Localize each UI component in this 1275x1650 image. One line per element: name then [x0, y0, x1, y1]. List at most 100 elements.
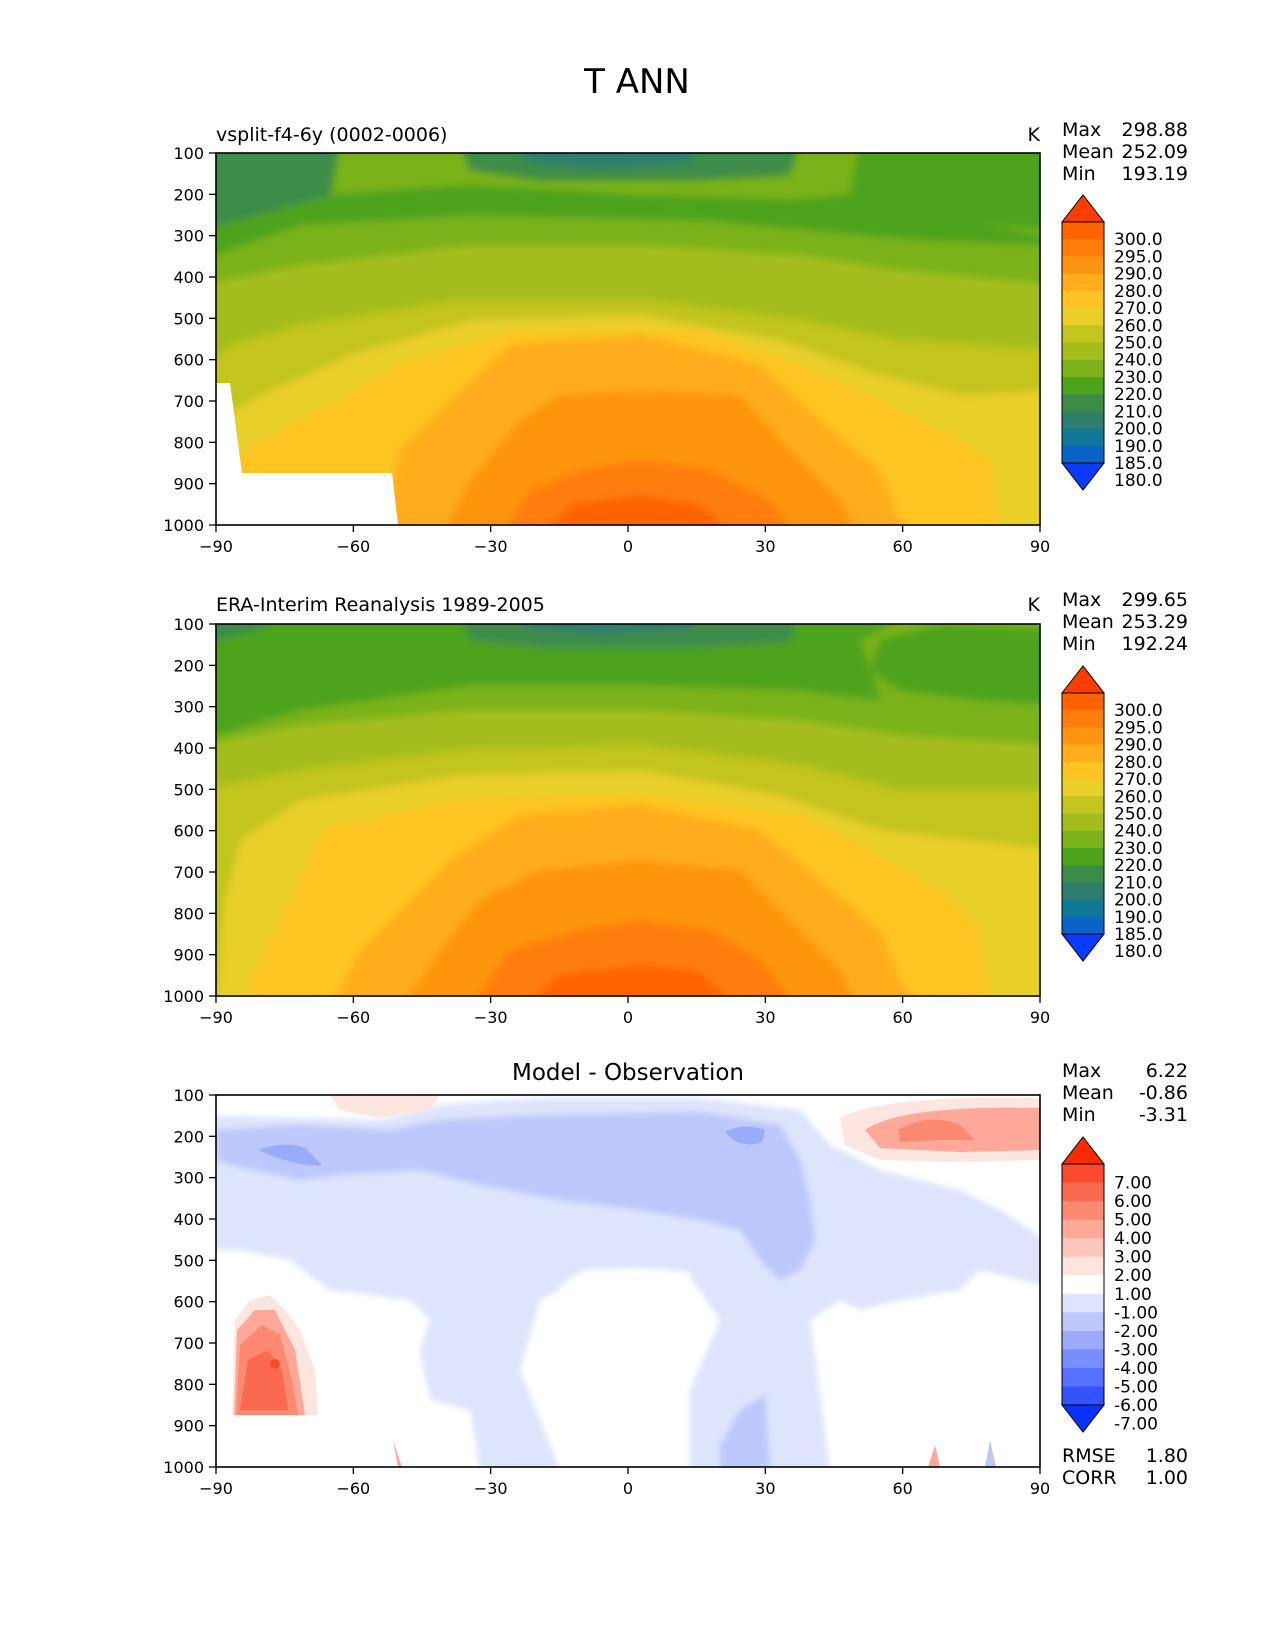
- colorbar-segment: [1062, 256, 1104, 275]
- colorbar-segment: [1062, 899, 1104, 918]
- colorbar-segment: [1062, 376, 1104, 395]
- colorbar-tick-label: 180.0: [1114, 942, 1163, 962]
- colorbar-tick-label: 260.0: [1114, 787, 1163, 807]
- x-tick-label: −60: [336, 1008, 370, 1027]
- contour-band-green: [216, 624, 1040, 736]
- colorbar-segment: [1062, 744, 1104, 763]
- contour-band-teal-top: [521, 153, 695, 168]
- colorbar-tick-label: 7.00: [1114, 1174, 1152, 1194]
- colorbar-tick-label: 230.0: [1114, 368, 1163, 388]
- colorbar-segment: [1062, 308, 1104, 326]
- colorbar-extend-max: [1060, 665, 1106, 694]
- contour-band-light-red: [330, 1095, 440, 1118]
- x-tick-label: 30: [755, 1008, 775, 1027]
- stat-value-mean: -0.86: [1139, 1082, 1188, 1104]
- panel-title: ERA-Interim Reanalysis 1989-2005: [216, 594, 545, 616]
- y-tick-label: 500: [173, 780, 204, 799]
- y-tick-label: 700: [173, 863, 204, 882]
- colorbar-segment: [1062, 779, 1104, 797]
- colorbar-segment: [1062, 1201, 1104, 1221]
- stat-value-max: 6.22: [1146, 1060, 1188, 1082]
- y-tick-label: 300: [173, 1169, 204, 1188]
- colorbar-tick-label: -7.00: [1114, 1415, 1158, 1435]
- contour-field: [216, 1095, 1040, 1467]
- colorbar-segment: [1062, 1330, 1104, 1350]
- x-tick-label: 0: [623, 1008, 633, 1027]
- colorbar-tick-label: 2.00: [1114, 1266, 1152, 1286]
- colorbar-tick-label: 180.0: [1114, 471, 1163, 491]
- y-tick-label: 900: [173, 946, 204, 965]
- x-axis: −90 −60 −30 0 30 60 90: [199, 996, 1050, 1027]
- contour-band-teal-top: [525, 624, 693, 634]
- contour-band-light-red: [928, 1445, 940, 1467]
- missing-data-mask: [216, 383, 398, 525]
- y-axis: 100 200 300 400 500 600 700 800 900 1000: [163, 615, 216, 1006]
- colorbar-extend-max: [1060, 194, 1106, 223]
- colorbar-segment: [1062, 359, 1104, 378]
- contour-band-red-orange: [479, 920, 789, 996]
- x-tick-label: 90: [1030, 1008, 1050, 1027]
- colorbar-extend-min: [1060, 933, 1106, 962]
- colorbar-segment: [1062, 847, 1104, 866]
- stat-value-max: 299.65: [1122, 589, 1188, 611]
- colorbar: 300.0295.0290.0280.0270.0260.0250.0240.0…: [1060, 194, 1163, 491]
- colorbar-segment: [1062, 1367, 1104, 1388]
- colorbar-tick-label: 270.0: [1114, 770, 1163, 790]
- colorbar-tick-label: -1.00: [1114, 1303, 1158, 1323]
- y-tick-label: 100: [173, 144, 204, 163]
- stat-value-max: 298.88: [1122, 119, 1188, 141]
- colorbar-segment: [1062, 428, 1104, 447]
- colorbar-tick-label: 240.0: [1114, 351, 1163, 371]
- contour-band-blue: [216, 1112, 815, 1280]
- colorbar-tick-label: 280.0: [1114, 753, 1163, 773]
- y-tick-label: 300: [173, 698, 204, 717]
- x-tick-label: −90: [199, 1479, 233, 1498]
- colorbar-tick-label: 3.00: [1114, 1248, 1152, 1268]
- x-tick-label: 60: [892, 537, 912, 556]
- colorbar-tick-label: 220.0: [1114, 385, 1163, 405]
- y-axis: 100 200 300 400 500 600 700 800 900 1000: [163, 1086, 216, 1477]
- contour-band-dark-green-top: [464, 624, 796, 648]
- colorbar-segment: [1062, 710, 1104, 729]
- x-tick-label: −90: [199, 1008, 233, 1027]
- contour-band-dark-green-corner: [216, 624, 269, 640]
- y-tick-label: 600: [173, 1293, 204, 1312]
- missing-data-mask: [216, 1415, 330, 1467]
- colorbar-segment: [1062, 1182, 1104, 1202]
- colorbar-tick-label: 1.00: [1114, 1285, 1152, 1305]
- y-tick-label: 500: [173, 1251, 204, 1270]
- colorbar-tick-label: 4.00: [1114, 1229, 1152, 1249]
- colorbar-tick-label: 210.0: [1114, 873, 1163, 893]
- colorbar-tick-label: 295.0: [1114, 718, 1163, 738]
- colorbar-tick-label: 210.0: [1114, 402, 1163, 422]
- stat-label-min: Min: [1062, 633, 1096, 655]
- x-tick-label: 90: [1030, 1479, 1050, 1498]
- x-tick-label: −90: [199, 537, 233, 556]
- colorbar-tick-label: 5.00: [1114, 1211, 1152, 1231]
- colorbar-segment: [1062, 290, 1104, 309]
- x-tick-label: 30: [755, 537, 775, 556]
- y-axis: 100 200 300 400 500 600 700 800 900 1000: [163, 144, 216, 535]
- y-tick-label: 700: [173, 392, 204, 411]
- y-tick-label: 1000: [163, 1458, 204, 1477]
- x-tick-label: −60: [336, 1479, 370, 1498]
- panel-title: vsplit-f4-6y (0002-0006): [216, 124, 447, 146]
- panel-units: K: [1028, 594, 1041, 616]
- colorbar-tick-label: 270.0: [1114, 299, 1163, 319]
- y-tick-label: 1000: [163, 516, 204, 535]
- y-tick-label: 700: [173, 1334, 204, 1353]
- colorbar-segment: [1062, 325, 1104, 344]
- contour-band-light-blue: [985, 1440, 996, 1467]
- colorbar-segment: [1062, 1219, 1104, 1239]
- contour-field: [216, 153, 1040, 525]
- colorbar-tick-label: -3.00: [1114, 1340, 1158, 1360]
- colorbar-extend-max: [1060, 1136, 1106, 1165]
- x-tick-label: −30: [474, 537, 508, 556]
- x-tick-label: 90: [1030, 537, 1050, 556]
- colorbar-segment: [1062, 1386, 1104, 1406]
- colorbar-segment: [1062, 830, 1104, 849]
- colorbar-tick-label: 190.0: [1114, 908, 1163, 928]
- y-tick-label: 500: [173, 309, 204, 328]
- panel-title: Model - Observation: [512, 1060, 744, 1086]
- stat-label-mean: Mean: [1062, 141, 1114, 163]
